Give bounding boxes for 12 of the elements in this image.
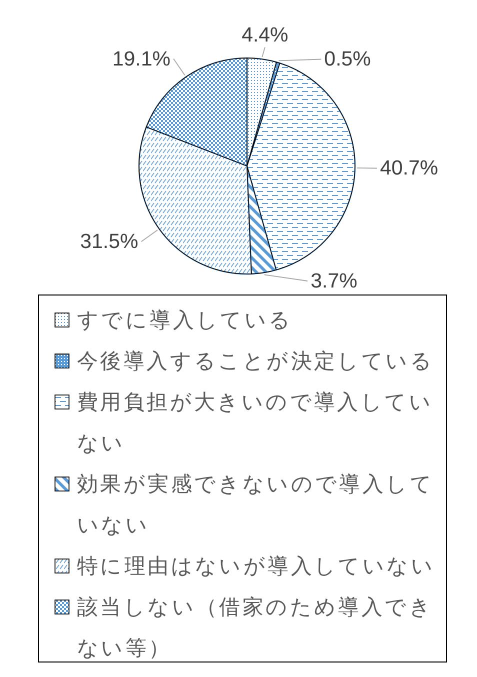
- legend-label: 今後導入することが決定している: [77, 349, 434, 373]
- data-label: 4.4%: [242, 24, 288, 47]
- data-label: 19.1%: [112, 47, 171, 70]
- data-label: 3.7%: [310, 270, 358, 292]
- legend-label: 費用負担が大きいので導入していない: [77, 390, 433, 455]
- data-label: 31.5%: [80, 230, 138, 254]
- legend-label: 特に理由はないが導入していない: [77, 554, 435, 578]
- data-label: 40.7%: [380, 156, 438, 180]
- data-label: 0.5%: [324, 48, 371, 71]
- legend-label: 該当しない（借家のため導入できない等）: [77, 595, 433, 660]
- legend-label: すでに導入している: [77, 308, 293, 332]
- legend-label: 効果が実感できないので導入していない: [77, 472, 434, 537]
